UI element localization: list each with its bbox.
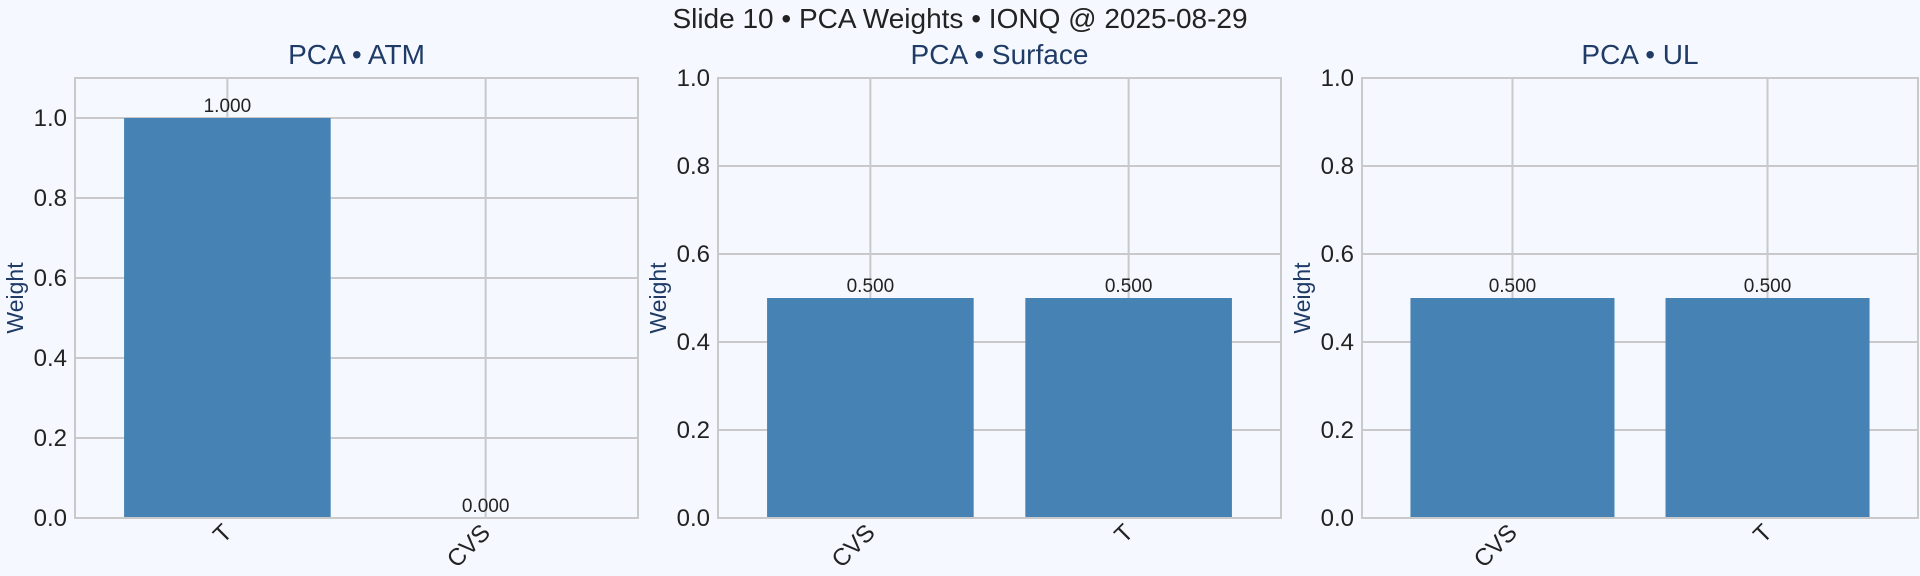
plot-frame [74, 77, 639, 519]
y-tick-label: 0.6 [34, 265, 67, 292]
y-tick-label: 1.0 [1321, 65, 1354, 92]
y-tick-label: 1.0 [677, 65, 710, 92]
panel-title: PCA • Surface [911, 39, 1089, 70]
y-tick-label: 0.0 [677, 505, 710, 532]
y-axis-label: Weight [2, 262, 28, 334]
panel-title: PCA • UL [1581, 39, 1698, 70]
panel-title: PCA • ATM [288, 39, 425, 70]
bar-cvs [767, 298, 974, 518]
data-label: 0.500 [1489, 276, 1537, 297]
data-label: 0.000 [462, 496, 510, 517]
bar-t [124, 118, 331, 518]
y-tick-label: 0.2 [1321, 417, 1354, 444]
y-tick-label: 0.2 [677, 417, 710, 444]
y-axis-label: Weight [1289, 262, 1315, 334]
figure-title: Slide 10 • PCA Weights • IONQ @ 2025-08-… [672, 3, 1247, 34]
y-tick-label: 0.6 [1321, 241, 1354, 268]
data-label: 0.500 [847, 276, 895, 297]
y-tick-label: 0.4 [677, 329, 710, 356]
x-tick-label: T [1748, 519, 1778, 549]
x-tick-label: CVS [1469, 519, 1523, 573]
data-label: 0.500 [1744, 276, 1792, 297]
y-tick-label: 0.8 [1321, 153, 1354, 180]
bar-chart-panel-1: 1.000 0.000 0.0 0.2 0.4 0.6 0.8 1.0 T CVS PCA • AT… [2, 39, 639, 573]
data-label: 1.000 [204, 96, 252, 117]
y-tick-label: 1.0 [34, 105, 67, 132]
chart-panels: 1.000 0.000 0.0 0.2 0.4 0.6 0.8 1.0 T CVS PCA • AT… [2, 39, 1919, 573]
bar-chart-panel-2: 0.500 0.500 0.0 0.2 0.4 0.6 0.8 1.0 CVS T PCA • Su… [645, 39, 1282, 573]
y-tick-label: 0.6 [677, 241, 710, 268]
plot-frame [717, 77, 1282, 519]
x-tick-label: T [208, 519, 238, 549]
y-tick-label: 0.8 [677, 153, 710, 180]
x-tick-label: CVS [442, 519, 496, 573]
y-tick-label: 0.4 [34, 345, 67, 372]
bar-t [1665, 298, 1870, 518]
y-tick-label: 0.0 [1321, 505, 1354, 532]
bar-chart-panel-3: 0.500 0.500 0.0 0.2 0.4 0.6 0.8 1.0 CVS T PCA • UL… [1289, 39, 1919, 573]
x-tick-label: CVS [827, 519, 881, 573]
y-axis-label: Weight [645, 262, 671, 334]
y-tick-label: 0.2 [34, 425, 67, 452]
y-tick-label: 0.4 [1321, 329, 1354, 356]
y-tick-label: 0.8 [34, 185, 67, 212]
bar-t [1025, 298, 1232, 518]
x-tick-label: T [1109, 519, 1139, 549]
plot-frame [1361, 77, 1919, 519]
y-tick-label: 0.0 [34, 505, 67, 532]
bar-cvs [1410, 298, 1615, 518]
data-label: 0.500 [1105, 276, 1153, 297]
